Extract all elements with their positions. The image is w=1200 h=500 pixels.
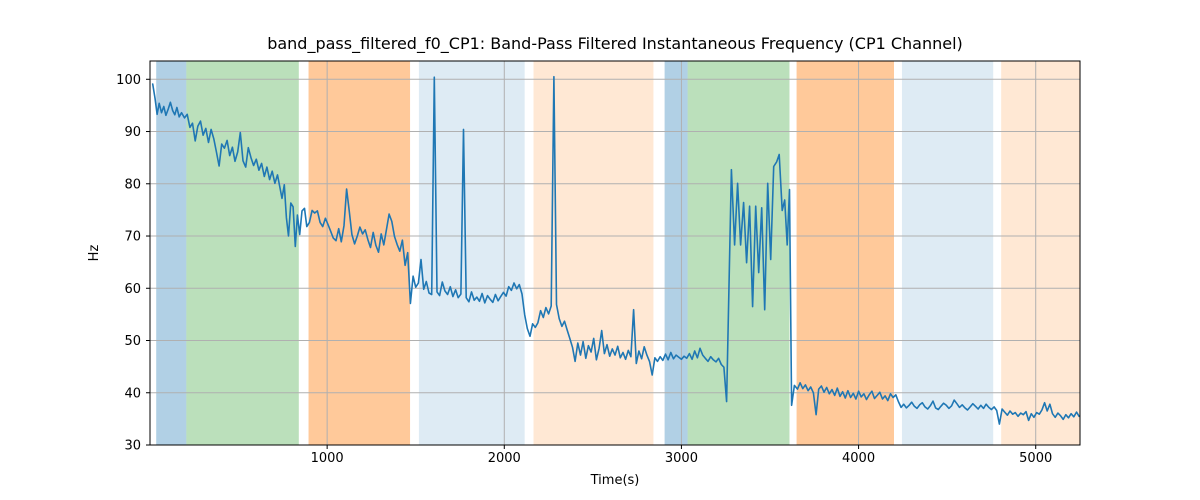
axes-frame — [149, 60, 1081, 446]
x-tick-label: 1000 — [311, 451, 344, 466]
x-tick-label: 4000 — [842, 451, 875, 466]
y-tick-label: 100 — [116, 73, 141, 88]
y-tick-label: 70 — [124, 230, 141, 245]
annotation-band — [308, 61, 411, 445]
y-tick-label: 40 — [124, 386, 141, 401]
annotation-band — [687, 61, 790, 445]
annotation-band — [1001, 61, 1080, 445]
annotation-band — [156, 61, 187, 445]
annotation-band — [901, 61, 994, 445]
y-tick-label: 30 — [124, 439, 141, 454]
annotation-band — [796, 61, 894, 445]
y-axis-title: Hz — [87, 244, 102, 262]
x-tick-label: 5000 — [1019, 451, 1052, 466]
y-tick-label: 80 — [124, 177, 141, 192]
x-axis-title: Time(s) — [590, 473, 640, 488]
chart-title: band_pass_filtered_f0_CP1: Band-Pass Fil… — [267, 34, 963, 53]
annotation-band — [664, 61, 688, 445]
y-tick-label: 60 — [124, 282, 141, 297]
y-tick-label: 90 — [124, 125, 141, 140]
x-tick-label: 2000 — [488, 451, 521, 466]
annotation-band — [186, 61, 299, 445]
x-tick-label: 3000 — [665, 451, 698, 466]
y-tick-label: 50 — [124, 334, 141, 349]
frequency-line — [151, 75, 1080, 425]
